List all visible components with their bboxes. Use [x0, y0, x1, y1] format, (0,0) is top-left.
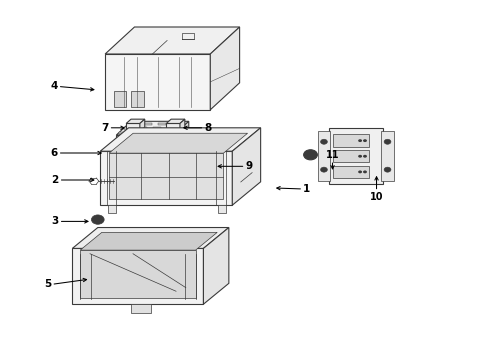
Polygon shape	[210, 27, 239, 110]
Polygon shape	[167, 127, 175, 130]
Circle shape	[357, 139, 361, 142]
Text: 1: 1	[303, 184, 310, 194]
Polygon shape	[100, 128, 260, 151]
Circle shape	[306, 152, 313, 157]
Bar	[107, 205, 116, 213]
Polygon shape	[126, 119, 144, 123]
Polygon shape	[140, 119, 144, 131]
Polygon shape	[209, 155, 216, 171]
Text: 11: 11	[325, 150, 339, 160]
Polygon shape	[166, 119, 184, 123]
Polygon shape	[138, 127, 146, 130]
Bar	[113, 91, 126, 107]
Polygon shape	[194, 161, 209, 171]
Polygon shape	[129, 123, 137, 125]
Bar	[332, 150, 368, 162]
Circle shape	[357, 170, 361, 173]
Bar	[121, 140, 128, 159]
Polygon shape	[80, 233, 217, 250]
Polygon shape	[126, 123, 140, 131]
Circle shape	[303, 150, 317, 160]
Circle shape	[357, 155, 361, 158]
Polygon shape	[153, 127, 161, 130]
Circle shape	[95, 217, 101, 222]
Polygon shape	[124, 127, 132, 130]
Polygon shape	[116, 121, 188, 135]
Polygon shape	[162, 132, 170, 134]
Polygon shape	[180, 119, 184, 131]
Circle shape	[362, 170, 366, 173]
Polygon shape	[119, 132, 127, 134]
Polygon shape	[105, 54, 210, 110]
Polygon shape	[116, 135, 174, 162]
Polygon shape	[109, 153, 223, 199]
Polygon shape	[72, 248, 203, 304]
Polygon shape	[72, 228, 228, 248]
Polygon shape	[158, 123, 165, 125]
Polygon shape	[109, 133, 247, 153]
Bar	[328, 128, 382, 184]
Polygon shape	[143, 123, 151, 125]
Circle shape	[362, 155, 366, 158]
Text: 6: 6	[50, 148, 58, 158]
Polygon shape	[133, 132, 142, 134]
Circle shape	[320, 167, 327, 172]
Polygon shape	[148, 132, 156, 134]
Circle shape	[320, 139, 327, 144]
Text: 4: 4	[50, 81, 58, 91]
Circle shape	[384, 139, 390, 144]
Bar	[134, 140, 141, 159]
Bar	[332, 135, 368, 147]
Text: 2: 2	[51, 175, 59, 185]
Polygon shape	[174, 121, 188, 162]
Circle shape	[91, 215, 104, 224]
Bar	[381, 131, 393, 181]
Circle shape	[362, 139, 366, 142]
Polygon shape	[172, 123, 180, 125]
Polygon shape	[166, 123, 180, 131]
Text: 8: 8	[204, 123, 211, 133]
Text: 9: 9	[245, 161, 252, 171]
Text: 10: 10	[369, 192, 383, 202]
Bar	[317, 131, 329, 181]
Bar	[148, 140, 155, 159]
Bar	[161, 140, 168, 159]
Bar	[131, 304, 151, 313]
Bar	[332, 166, 368, 178]
Polygon shape	[194, 155, 216, 161]
Polygon shape	[105, 27, 239, 54]
Bar	[131, 91, 144, 107]
Circle shape	[384, 167, 390, 172]
Polygon shape	[100, 151, 232, 205]
Text: 7: 7	[101, 123, 108, 133]
Text: 5: 5	[44, 279, 51, 289]
Polygon shape	[80, 250, 195, 298]
Bar	[217, 205, 226, 213]
Text: 3: 3	[51, 216, 59, 226]
Polygon shape	[203, 228, 228, 304]
Polygon shape	[232, 128, 260, 205]
